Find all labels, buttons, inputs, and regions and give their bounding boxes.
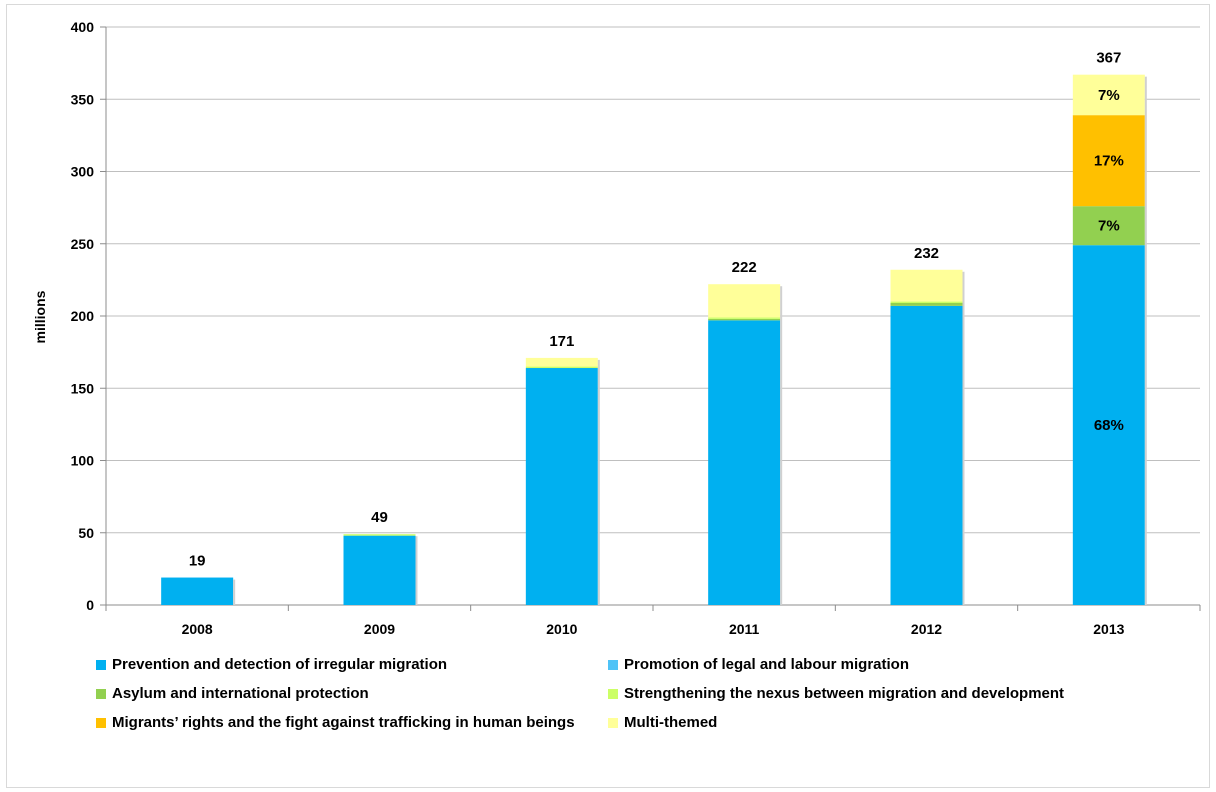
bar-segment bbox=[161, 577, 234, 605]
bar-segment bbox=[1072, 115, 1145, 207]
text-layer: 0 50 100 150 200 250 300 350 400 2008 19 2009 49 2010… bbox=[71, 19, 1125, 637]
segment-data-label: 7% bbox=[1098, 87, 1120, 104]
bar-segment bbox=[890, 269, 963, 302]
legend-swatch bbox=[96, 688, 106, 699]
bar-shadow bbox=[962, 271, 965, 605]
total-data-label: 49 bbox=[371, 509, 388, 526]
bar-segment bbox=[525, 366, 598, 369]
bar-segment bbox=[890, 301, 963, 303]
bar-segment bbox=[708, 317, 781, 319]
total-data-label: 222 bbox=[732, 259, 757, 276]
legend-swatch bbox=[96, 659, 106, 670]
y-axis-title: millions bbox=[32, 290, 48, 343]
chart-plot: 0 50 100 150 200 250 300 350 400 2008 19 2009 49 2010… bbox=[32, 19, 1201, 637]
bar-layer bbox=[161, 74, 1147, 605]
legend-label: Prevention and detection of irregular mi… bbox=[112, 656, 448, 673]
y-tick-label: 150 bbox=[71, 380, 95, 396]
bar-shadow bbox=[233, 579, 236, 605]
x-tick-label: 2010 bbox=[546, 621, 577, 637]
bar-segment bbox=[525, 357, 598, 367]
legend-label: Migrants’ rights and the fight against t… bbox=[112, 714, 575, 731]
y-tick-label: 50 bbox=[78, 525, 94, 541]
total-data-label: 367 bbox=[1096, 50, 1121, 67]
legend-item: Asylum and international protection bbox=[96, 685, 369, 702]
bar-shadow bbox=[597, 359, 600, 605]
legend-label: Promotion of legal and labour migration bbox=[624, 656, 910, 673]
chart-frame bbox=[6, 4, 1210, 788]
legend-label: Asylum and international protection bbox=[112, 685, 369, 702]
legend-swatch bbox=[608, 717, 618, 728]
total-data-label: 19 bbox=[189, 553, 206, 570]
y-tick-label: 200 bbox=[71, 308, 95, 324]
legend-swatch bbox=[608, 688, 618, 699]
segment-data-label: 68% bbox=[1094, 417, 1124, 434]
x-tick-label: 2012 bbox=[911, 621, 942, 637]
bar-segment bbox=[708, 318, 781, 321]
y-tick-label: 400 bbox=[71, 19, 95, 35]
legend-label: Multi-themed bbox=[624, 714, 718, 731]
bar-segment bbox=[890, 305, 963, 605]
legend-item: Multi-themed bbox=[608, 714, 717, 731]
bar-segment bbox=[708, 284, 781, 318]
bar-segment bbox=[525, 368, 598, 605]
total-data-label: 171 bbox=[549, 333, 574, 350]
y-tick-label: 250 bbox=[71, 236, 95, 252]
legend-item: Strengthening the nexus between migratio… bbox=[608, 685, 1064, 702]
y-tick-label: 300 bbox=[71, 164, 95, 180]
bar-segment bbox=[343, 535, 416, 605]
legend-item: Promotion of legal and labour migration bbox=[608, 656, 909, 673]
bar-segment bbox=[343, 534, 416, 536]
x-tick-label: 2009 bbox=[364, 621, 395, 637]
grid-layer bbox=[100, 26, 1201, 611]
x-tick-label: 2013 bbox=[1093, 621, 1124, 637]
segment-data-label: 17% bbox=[1094, 153, 1124, 170]
y-tick-label: 100 bbox=[71, 453, 95, 469]
legend-item: Migrants’ rights and the fight against t… bbox=[96, 714, 575, 731]
bar-segment bbox=[708, 320, 781, 605]
legend-label: Strengthening the nexus between migratio… bbox=[624, 685, 1065, 702]
bar-segment bbox=[890, 302, 963, 306]
y-tick-label: 350 bbox=[71, 91, 95, 107]
y-tick-label: 0 bbox=[86, 597, 94, 613]
bar-segment bbox=[1072, 245, 1145, 605]
bar-shadow bbox=[780, 286, 783, 605]
bar-segment bbox=[1072, 206, 1145, 246]
bar-shadow bbox=[415, 536, 418, 605]
legend-item: Prevention and detection of irregular mi… bbox=[96, 656, 447, 673]
x-tick-label: 2011 bbox=[729, 621, 760, 637]
segment-data-label: 7% bbox=[1098, 218, 1120, 235]
x-tick-label: 2008 bbox=[182, 621, 213, 637]
bar-segment bbox=[1072, 74, 1145, 116]
bar-shadow bbox=[1144, 76, 1147, 605]
total-data-label: 232 bbox=[914, 245, 939, 262]
legend-swatch bbox=[608, 659, 618, 670]
legend-swatch bbox=[96, 717, 106, 728]
